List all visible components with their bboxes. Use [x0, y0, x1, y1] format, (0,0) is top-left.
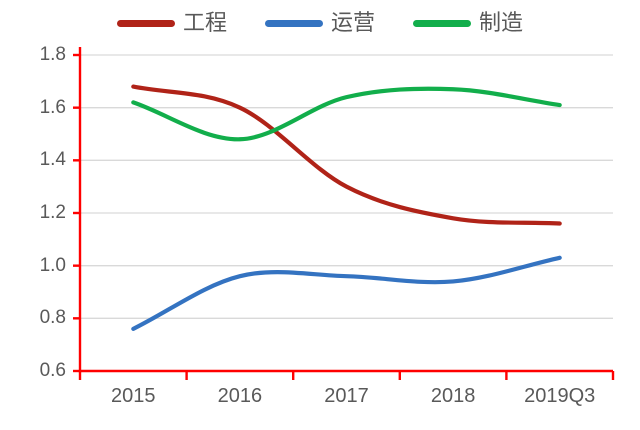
series-line-工程: [131, 84, 562, 226]
legend-item-manufacturing: 制造: [413, 12, 523, 34]
legend-swatch-engineering: [116, 19, 175, 27]
y-tick-label: 1.8: [39, 44, 66, 65]
legend-swatch-operations: [264, 19, 323, 27]
legend-label-engineering: 工程: [182, 10, 227, 35]
series-line-运营: [131, 255, 562, 331]
chart-legend: 工程 运营 制造: [0, 6, 640, 40]
y-tick-label: 1.0: [39, 254, 66, 276]
y-tick-label: 1.6: [39, 96, 66, 118]
legend-label-manufacturing: 制造: [479, 10, 524, 35]
y-tick-label: 0.8: [39, 307, 66, 329]
legend-swatch-manufacturing: [413, 19, 471, 27]
y-tick-label: 1.4: [39, 149, 66, 171]
x-tick-label: 2019Q3: [524, 385, 596, 407]
x-tick-label: 2017: [324, 385, 369, 407]
x-tick-label: 2015: [111, 385, 156, 407]
legend-label-operations: 运营: [330, 10, 375, 35]
x-tick-label: 2016: [217, 385, 263, 407]
y-tick-label: 1.2: [39, 202, 66, 223]
y-tick-label: 0.6: [39, 360, 66, 381]
legend-item-operations: 运营: [264, 10, 375, 35]
series-line-制造: [131, 86, 562, 142]
x-tick-label: 2018: [430, 385, 476, 407]
legend-item-engineering: 工程: [116, 10, 227, 35]
